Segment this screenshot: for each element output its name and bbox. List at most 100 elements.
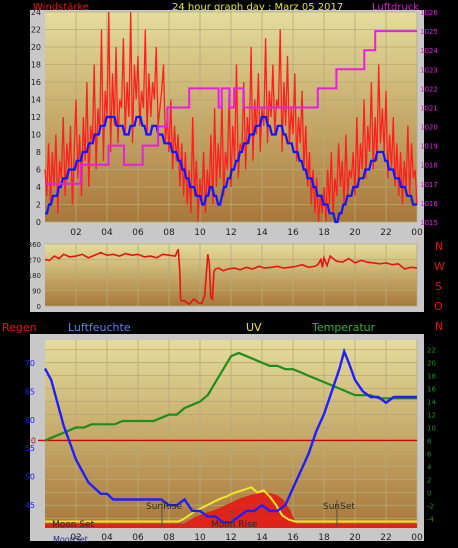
climate-x-tick-label: 08 — [163, 533, 175, 543]
temperature-y-tick-label: -4 — [427, 515, 435, 523]
chart-title: 24 hour graph day : Marz 05 2017 — [172, 2, 343, 13]
wind-x-tick-label: 12 — [225, 228, 236, 238]
pressure-y-tick-label: 1018 — [420, 162, 438, 170]
moon-rise-label: Moon Rise — [211, 520, 258, 530]
wind-avg-line — [45, 115, 417, 224]
temperature-y-tick-label: 10 — [427, 425, 436, 433]
compass-s: S — [435, 280, 442, 293]
climate-x-tick-label: 04 — [101, 533, 113, 543]
direction-y-tick-label: 0 — [37, 303, 41, 311]
windstaerke-label: Windstärke — [33, 2, 89, 13]
climate-x-tick-label: 02 — [70, 533, 81, 543]
luftfeuchte-label: Luftfeuchte — [68, 321, 131, 334]
wind-x-tick-label: 06 — [132, 228, 144, 238]
climate-x-tick-label: 20 — [349, 533, 361, 543]
temperature-y-tick-label: 16 — [427, 386, 436, 394]
wind-y-tick-label: 8 — [36, 148, 41, 157]
climate-x-tick-label: 22 — [380, 533, 391, 543]
wind-x-tick-label: 04 — [101, 228, 113, 238]
temperature-y-tick-label: -2 — [427, 502, 434, 510]
direction-y-tick-label: 360 — [28, 241, 41, 249]
wind-x-tick-label: 08 — [163, 228, 175, 238]
temperature-y-tick-label: 2 — [427, 476, 431, 484]
pressure-y-tick-label: 1025 — [420, 28, 438, 36]
climate-x-tick-label: 18 — [318, 533, 330, 543]
wind-y-tick-label: 10 — [31, 131, 41, 140]
pressure-y-tick-label: 1021 — [420, 104, 438, 112]
temperature-y-tick-label: 0 — [427, 489, 431, 497]
temperature-y-tick-label: 18 — [427, 373, 436, 381]
moon-set-bottom-label: MoonSet — [53, 535, 88, 543]
humidity-y-tick-label: 65 — [25, 387, 35, 396]
temperature-y-tick-label: 14 — [427, 399, 436, 407]
wind-x-tick-label: 18 — [318, 228, 330, 238]
rain-area — [45, 492, 417, 528]
direction-y-tick-label: 90 — [32, 288, 41, 296]
temperatur-label: Temperatur — [311, 321, 376, 334]
pressure-y-tick-label: 1016 — [420, 200, 438, 208]
wind-direction-line — [44, 248, 418, 306]
rain-zero-label: 0 — [31, 436, 36, 445]
wind-y-tick-label: 20 — [31, 43, 41, 52]
temperature-y-tick-label: 20 — [427, 360, 436, 368]
wind-x-tick-label: 10 — [194, 228, 206, 238]
temperature-y-tick-label: 22 — [427, 347, 436, 355]
compass-o: O — [434, 300, 443, 313]
event-markers: Moon Set SunRise Moon Rise SunSet MoonSe… — [52, 500, 355, 544]
wind-x-tick-label: 20 — [349, 228, 361, 238]
compass-w: W — [434, 260, 445, 273]
series-marks — [38, 11, 418, 528]
temperature-y-tick-label: 12 — [427, 412, 436, 420]
compass-legend: N W S O N — [434, 240, 445, 333]
wind-y-tick-label: 14 — [31, 96, 41, 105]
temperature-line — [44, 351, 417, 442]
direction-y-tick-label: 180 — [28, 272, 41, 280]
compass-n-bottom: N — [435, 320, 443, 333]
pressure-y-tick-label: 1022 — [420, 85, 438, 93]
climate-x-tick-label: 16 — [287, 533, 299, 543]
pressure-line — [45, 30, 417, 185]
humidity-y-tick-label: 50 — [25, 473, 35, 482]
sunrise-label: SunRise — [146, 502, 183, 512]
wind-x-tick-label: 22 — [380, 228, 391, 238]
temperature-y-tick-label: 8 — [427, 437, 431, 445]
direction-y-tick-label: 270 — [28, 257, 41, 265]
wind-x-tick-label: 16 — [287, 228, 299, 238]
temperature-y-tick-label: 4 — [427, 463, 432, 471]
wind-y-tick-label: 4 — [36, 183, 41, 192]
pressure-y-tick-label: 1017 — [420, 181, 438, 189]
pressure-y-tick-label: 1023 — [420, 66, 438, 74]
pressure-y-tick-label: 1024 — [420, 47, 438, 55]
wind-x-tick-label: 14 — [256, 228, 268, 238]
climate-x-tick-label: 12 — [225, 533, 236, 543]
humidity-line — [43, 347, 417, 524]
tick-labels: 02 04 06 08 10 12 14 16 18 20 22 000246810121416182… — [25, 8, 439, 543]
wind-y-tick-label: 18 — [31, 61, 41, 70]
wind-y-tick-label: 2 — [36, 201, 41, 210]
pressure-y-tick-label: 1026 — [420, 9, 438, 17]
wind-y-tick-label: 6 — [36, 166, 41, 175]
sunset-label: SunSet — [323, 502, 355, 512]
climate-x-tick-label: 14 — [256, 533, 268, 543]
moon-set-label: Moon Set — [52, 520, 95, 530]
climate-x-tick-label: 10 — [194, 533, 206, 543]
luftdruck-label: Luftdruck — [372, 2, 419, 13]
wind-y-tick-label: 12 — [31, 113, 41, 122]
pressure-y-tick-label: 1015 — [420, 219, 438, 227]
wind-y-tick-label: 24 — [31, 8, 41, 17]
humidity-y-tick-label: 45 — [25, 501, 35, 510]
wind-y-tick-label: 0 — [36, 218, 41, 227]
temperature-y-tick-label: 6 — [427, 450, 432, 458]
wind-x-tick-label: 00 — [411, 228, 423, 238]
climate-x-tick-label: 06 — [132, 533, 144, 543]
wind-y-tick-label: 22 — [31, 26, 41, 35]
humidity-y-tick-label: 70 — [25, 359, 35, 368]
climate-x-tick-label: 00 — [411, 533, 423, 543]
humidity-y-tick-label: 60 — [25, 416, 35, 425]
pressure-y-tick-label: 1020 — [420, 124, 438, 132]
regen-label: Regen — [2, 321, 37, 334]
compass-n-top: N — [435, 240, 443, 253]
humidity-y-tick-label: 55 — [25, 444, 35, 453]
